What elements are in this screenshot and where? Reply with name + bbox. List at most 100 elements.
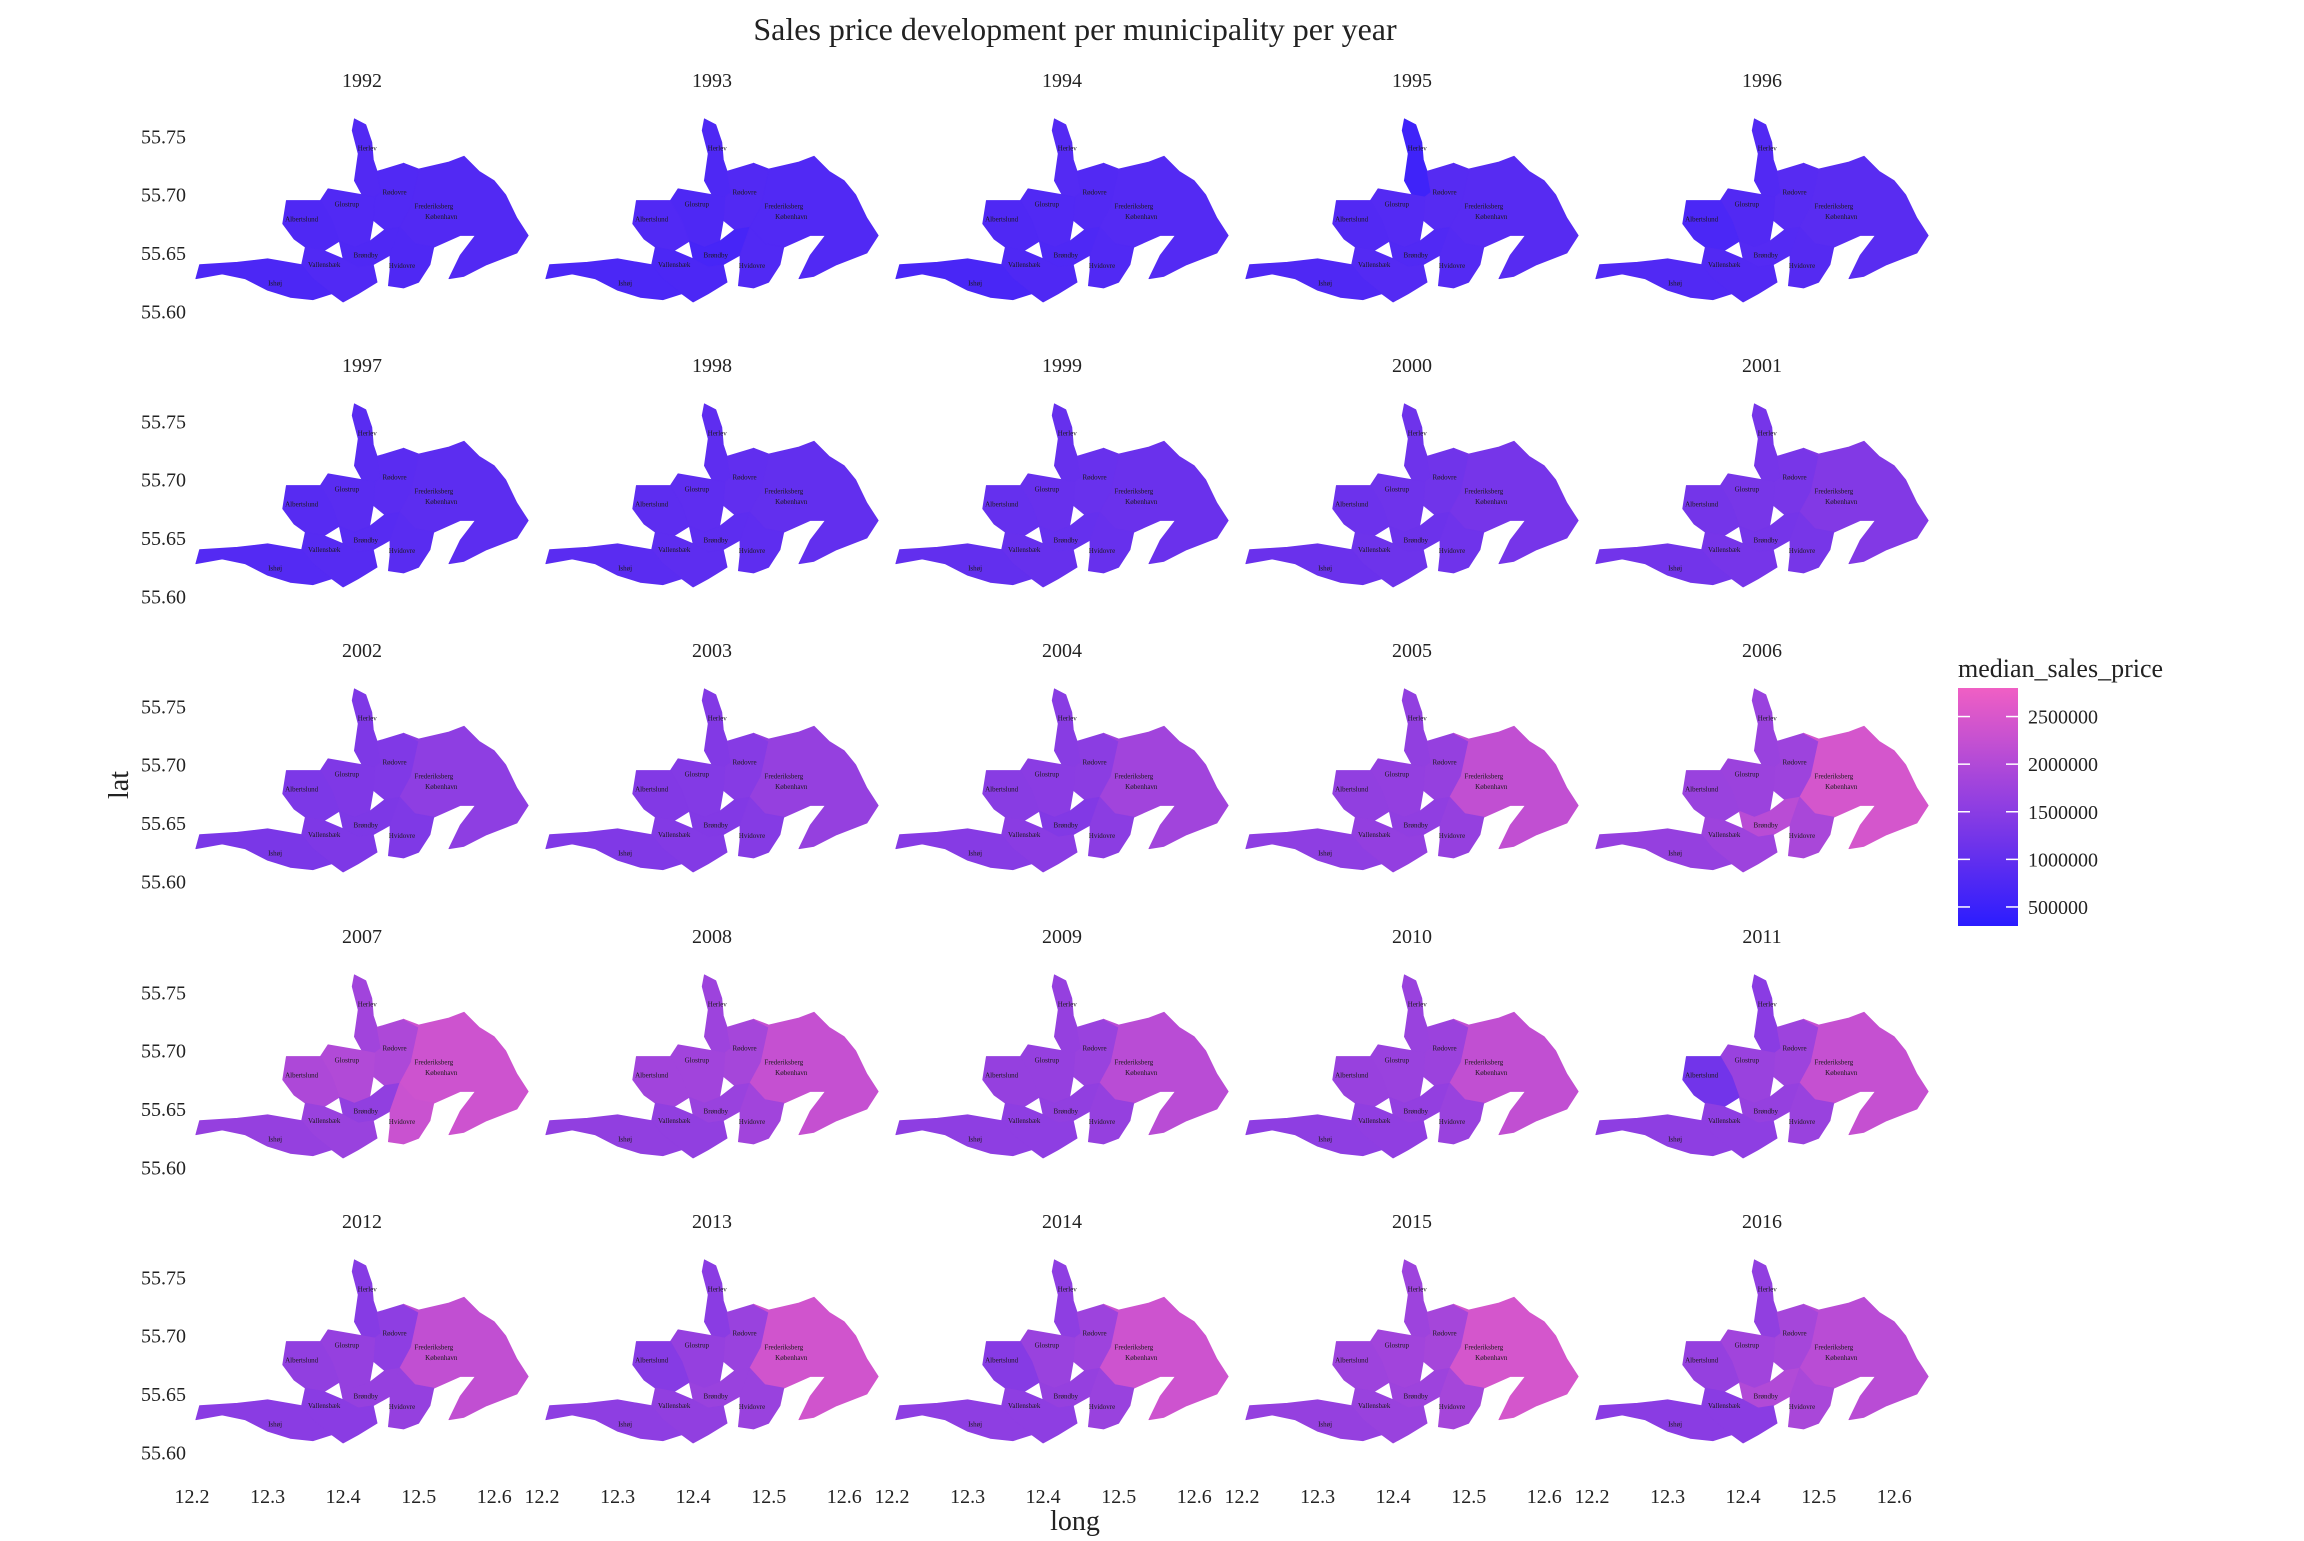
municipality-label: Albertslund: [985, 1357, 1019, 1365]
municipality-label: Vallensbæk: [308, 261, 341, 269]
municipality-label: Albertslund: [985, 501, 1019, 509]
municipality-label: Brøndby: [354, 822, 379, 830]
municipality-label: Rødovre: [1432, 1330, 1456, 1338]
municipality-label: Vallensbæk: [308, 1402, 341, 1410]
municipality-label: Vallensbæk: [658, 831, 691, 839]
municipality-label: Herlev: [1758, 144, 1778, 152]
municipality-region: Herlev: 1800000: [351, 974, 382, 1054]
facet-title: 2002: [342, 640, 382, 662]
municipality-label: Ishøj: [268, 280, 282, 288]
municipality-label: Rødovre: [732, 1045, 756, 1053]
municipality-label: Brøndby: [354, 252, 379, 260]
municipality-label: Rødovre: [1782, 1045, 1806, 1053]
municipality-label: Frederiksberg: [1114, 773, 1153, 781]
facet-title: 1998: [692, 355, 732, 377]
municipality-label: Vallensbæk: [1008, 261, 1041, 269]
municipality-label: Frederiksberg: [414, 1344, 453, 1352]
municipality-label: Hvidovre: [1439, 1118, 1465, 1126]
municipality-label: København: [1475, 1354, 1508, 1362]
municipality-label: Hvidovre: [1089, 1118, 1115, 1126]
municipality-label: Herlev: [1408, 714, 1428, 722]
municipality-label: Brøndby: [1404, 1108, 1429, 1116]
municipality-label: Brøndby: [1054, 1393, 1079, 1401]
municipality-region: Ishøj: 1300000: [195, 828, 333, 871]
municipality-label: Ishøj: [1668, 850, 1682, 858]
facet-title: 2000: [1392, 355, 1432, 377]
municipality-label: Ishøj: [268, 1421, 282, 1429]
x-tick-label: 12.6: [1177, 1486, 1212, 1508]
municipality-label: Hvidovre: [739, 547, 765, 555]
y-tick-label: 55.60: [141, 1442, 186, 1464]
municipality-region: Hvidovre: 780000: [1088, 226, 1135, 289]
municipality-label: Frederiksberg: [1114, 1344, 1153, 1352]
facet-title: 2004: [1042, 640, 1082, 662]
facet-title: 1996: [1742, 70, 1782, 92]
municipality-region: Herlev: 1700000: [1401, 974, 1432, 1054]
municipality-label: Herlev: [358, 429, 378, 437]
municipality-label: Albertslund: [1335, 501, 1369, 509]
y-tick-label: 55.70: [141, 755, 186, 777]
municipality-label: Glostrup: [335, 200, 360, 208]
municipality-region: Ishøj: 700000: [545, 258, 683, 301]
y-axis-label: lat: [104, 771, 135, 799]
municipality-label: Hvidovre: [739, 1403, 765, 1411]
municipality-label: Rødovre: [1782, 474, 1806, 482]
municipality-region: Ishøj: 1650000: [195, 1114, 333, 1157]
municipality-region: Hvidovre: 1900000: [1788, 1367, 1835, 1430]
municipality-label: Frederiksberg: [1114, 203, 1153, 211]
y-tick-label: 55.70: [141, 470, 186, 492]
municipality-label: Brøndby: [354, 1393, 379, 1401]
municipality-label: Herlev: [1408, 144, 1428, 152]
municipality-region: Herlev: 1350000: [351, 688, 382, 768]
legend-tick-label: 500000: [2028, 897, 2088, 919]
legend: 2500000 2000000 1500000 1000000 500000: [1958, 688, 2098, 926]
municipality-region: Hvidovre: 1650000: [1088, 1082, 1135, 1145]
municipality-region: Herlev: 1400000: [701, 688, 732, 768]
municipality-label: København: [775, 498, 808, 506]
municipality-label: Herlev: [1058, 714, 1078, 722]
municipality-label: Albertslund: [1685, 1357, 1719, 1365]
facet-title: 2015: [1392, 1211, 1432, 1233]
municipality-label: Glostrup: [1735, 485, 1760, 493]
municipality-label: Frederiksberg: [764, 1059, 803, 1067]
municipality-label: Frederiksberg: [764, 1344, 803, 1352]
municipality-label: Hvidovre: [739, 832, 765, 840]
municipality-region: Hvidovre: 1700000: [1088, 1367, 1135, 1430]
municipality-label: Vallensbæk: [658, 546, 691, 554]
municipality-region: Herlev: 1500000: [1751, 974, 1782, 1054]
municipality-label: Frederiksberg: [764, 488, 803, 496]
municipality-label: Vallensbæk: [658, 1117, 691, 1125]
municipality-label: København: [775, 213, 808, 221]
municipality-label: Vallensbæk: [658, 261, 691, 269]
municipality-label: København: [1475, 1069, 1508, 1077]
municipality-label: Albertslund: [285, 1072, 319, 1080]
municipality-label: Ishøj: [1668, 565, 1682, 573]
municipality-label: København: [1125, 213, 1158, 221]
municipality-label: København: [425, 783, 458, 791]
municipality-region: Herlev: 1700000: [1751, 688, 1782, 768]
facet-title: 2012: [342, 1211, 382, 1233]
municipality-label: Frederiksberg: [1464, 1059, 1503, 1067]
municipality-region: Herlev: 1600000: [1401, 688, 1432, 768]
x-tick-label: 12.5: [751, 1486, 786, 1508]
municipality-region: Herlev: 1480000: [1051, 688, 1082, 768]
municipality-label: Ishøj: [1318, 280, 1332, 288]
municipality-label: Hvidovre: [1789, 1403, 1815, 1411]
municipality-label: Frederiksberg: [1814, 1059, 1853, 1067]
municipality-label: Glostrup: [335, 485, 360, 493]
municipality-label: Brøndby: [1404, 537, 1429, 545]
x-tick-label: 12.2: [1575, 1486, 1610, 1508]
municipality-label: Vallensbæk: [308, 546, 341, 554]
municipality-label: Glostrup: [1385, 1056, 1410, 1064]
x-tick-label: 12.4: [676, 1486, 711, 1508]
municipality-label: Glostrup: [685, 485, 710, 493]
x-tick-label: 12.6: [1527, 1486, 1562, 1508]
municipality-region: Ishøj: 1200000: [1595, 543, 1733, 586]
municipality-label: København: [1125, 498, 1158, 506]
legend-tick-label: 2000000: [2028, 754, 2098, 776]
